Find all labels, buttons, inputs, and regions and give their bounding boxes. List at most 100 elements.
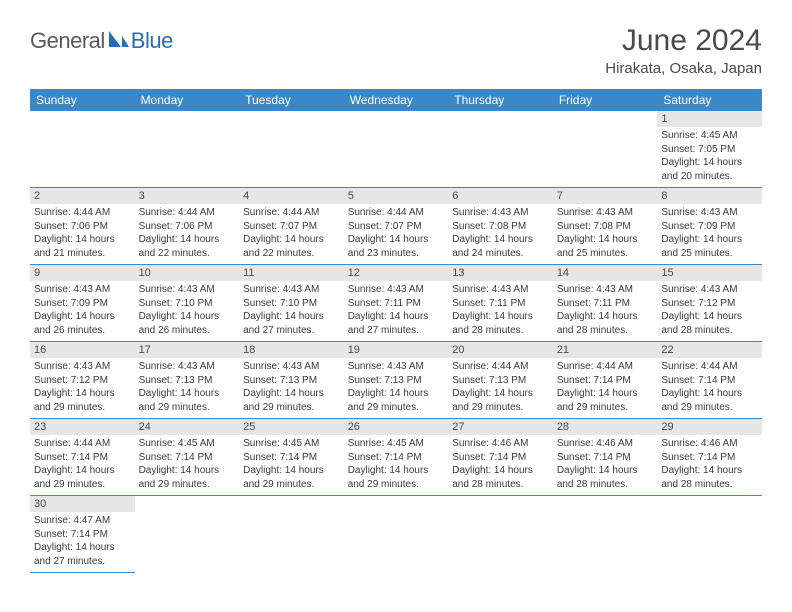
calendar-cell: 11Sunrise: 4:43 AMSunset: 7:10 PMDayligh… [239,265,344,342]
calendar-cell: 3Sunrise: 4:44 AMSunset: 7:06 PMDaylight… [135,188,240,265]
cell-details: Sunrise: 4:43 AMSunset: 7:12 PMDaylight:… [657,281,762,341]
cell-details: Sunrise: 4:43 AMSunset: 7:11 PMDaylight:… [553,281,658,341]
calendar-cell: 23Sunrise: 4:44 AMSunset: 7:14 PMDayligh… [30,419,135,496]
date-number: 19 [344,342,449,358]
brand-text-1: General [30,28,105,54]
calendar-table: SundayMondayTuesdayWednesdayThursdayFrid… [30,89,762,573]
cell-details: Sunrise: 4:44 AMSunset: 7:06 PMDaylight:… [30,204,135,264]
sail-icon [107,29,129,54]
calendar-cell: 15Sunrise: 4:43 AMSunset: 7:12 PMDayligh… [657,265,762,342]
date-number: 10 [135,265,240,281]
location-text: Hirakata, Osaka, Japan [605,60,762,77]
date-number: 8 [657,188,762,204]
weekday-header: Wednesday [344,89,449,111]
cell-details: Sunrise: 4:43 AMSunset: 7:08 PMDaylight:… [553,204,658,264]
cell-details: Sunrise: 4:44 AMSunset: 7:14 PMDaylight:… [657,358,762,418]
weekday-header: Thursday [448,89,553,111]
cell-details: Sunrise: 4:44 AMSunset: 7:14 PMDaylight:… [553,358,658,418]
calendar-row: 1Sunrise: 4:45 AMSunset: 7:05 PMDaylight… [30,111,762,188]
weekday-header: Friday [553,89,658,111]
calendar-row: 30Sunrise: 4:47 AMSunset: 7:14 PMDayligh… [30,496,762,573]
calendar-cell: 4Sunrise: 4:44 AMSunset: 7:07 PMDaylight… [239,188,344,265]
cell-details: Sunrise: 4:43 AMSunset: 7:10 PMDaylight:… [239,281,344,341]
date-number: 14 [553,265,658,281]
date-number: 1 [657,111,762,127]
calendar-cell: 26Sunrise: 4:45 AMSunset: 7:14 PMDayligh… [344,419,449,496]
calendar-cell: 21Sunrise: 4:44 AMSunset: 7:14 PMDayligh… [553,342,658,419]
cell-details: Sunrise: 4:44 AMSunset: 7:06 PMDaylight:… [135,204,240,264]
calendar-cell [553,496,658,573]
calendar-cell [135,496,240,573]
calendar-cell: 16Sunrise: 4:43 AMSunset: 7:12 PMDayligh… [30,342,135,419]
calendar-cell: 9Sunrise: 4:43 AMSunset: 7:09 PMDaylight… [30,265,135,342]
date-number: 22 [657,342,762,358]
weekday-header: Monday [135,89,240,111]
cell-details: Sunrise: 4:43 AMSunset: 7:10 PMDaylight:… [135,281,240,341]
cell-details: Sunrise: 4:44 AMSunset: 7:07 PMDaylight:… [239,204,344,264]
brand-text-2: Blue [131,28,173,54]
date-number: 2 [30,188,135,204]
month-title: June 2024 [605,24,762,58]
weekday-header: Sunday [30,89,135,111]
date-number: 29 [657,419,762,435]
date-number: 5 [344,188,449,204]
calendar-cell: 2Sunrise: 4:44 AMSunset: 7:06 PMDaylight… [30,188,135,265]
weekday-header: Saturday [657,89,762,111]
cell-details: Sunrise: 4:43 AMSunset: 7:13 PMDaylight:… [344,358,449,418]
date-number: 9 [30,265,135,281]
cell-details: Sunrise: 4:44 AMSunset: 7:14 PMDaylight:… [30,435,135,495]
cell-details: Sunrise: 4:43 AMSunset: 7:09 PMDaylight:… [30,281,135,341]
calendar-cell: 30Sunrise: 4:47 AMSunset: 7:14 PMDayligh… [30,496,135,573]
calendar-cell: 29Sunrise: 4:46 AMSunset: 7:14 PMDayligh… [657,419,762,496]
calendar-row: 16Sunrise: 4:43 AMSunset: 7:12 PMDayligh… [30,342,762,419]
date-number: 21 [553,342,658,358]
date-number: 28 [553,419,658,435]
date-number: 26 [344,419,449,435]
date-number: 20 [448,342,553,358]
cell-details: Sunrise: 4:45 AMSunset: 7:14 PMDaylight:… [135,435,240,495]
date-number: 24 [135,419,240,435]
calendar-cell [239,111,344,188]
cell-details: Sunrise: 4:43 AMSunset: 7:08 PMDaylight:… [448,204,553,264]
date-number: 18 [239,342,344,358]
date-number: 27 [448,419,553,435]
date-number: 13 [448,265,553,281]
calendar-cell: 27Sunrise: 4:46 AMSunset: 7:14 PMDayligh… [448,419,553,496]
calendar-cell: 14Sunrise: 4:43 AMSunset: 7:11 PMDayligh… [553,265,658,342]
date-number: 3 [135,188,240,204]
cell-details: Sunrise: 4:46 AMSunset: 7:14 PMDaylight:… [657,435,762,495]
cell-details: Sunrise: 4:43 AMSunset: 7:13 PMDaylight:… [239,358,344,418]
cell-details: Sunrise: 4:43 AMSunset: 7:11 PMDaylight:… [448,281,553,341]
calendar-cell [344,496,449,573]
brand-logo: General Blue [30,28,173,54]
date-number: 11 [239,265,344,281]
calendar-cell: 25Sunrise: 4:45 AMSunset: 7:14 PMDayligh… [239,419,344,496]
calendar-cell: 12Sunrise: 4:43 AMSunset: 7:11 PMDayligh… [344,265,449,342]
calendar-cell [657,496,762,573]
cell-details: Sunrise: 4:46 AMSunset: 7:14 PMDaylight:… [448,435,553,495]
calendar-cell [344,111,449,188]
calendar-cell: 5Sunrise: 4:44 AMSunset: 7:07 PMDaylight… [344,188,449,265]
calendar-row: 9Sunrise: 4:43 AMSunset: 7:09 PMDaylight… [30,265,762,342]
calendar-cell: 28Sunrise: 4:46 AMSunset: 7:14 PMDayligh… [553,419,658,496]
date-number: 4 [239,188,344,204]
cell-details: Sunrise: 4:43 AMSunset: 7:09 PMDaylight:… [657,204,762,264]
date-number: 7 [553,188,658,204]
calendar-cell: 19Sunrise: 4:43 AMSunset: 7:13 PMDayligh… [344,342,449,419]
calendar-cell [553,111,658,188]
date-number: 16 [30,342,135,358]
date-number: 6 [448,188,553,204]
calendar-cell: 20Sunrise: 4:44 AMSunset: 7:13 PMDayligh… [448,342,553,419]
calendar-cell: 7Sunrise: 4:43 AMSunset: 7:08 PMDaylight… [553,188,658,265]
calendar-cell: 24Sunrise: 4:45 AMSunset: 7:14 PMDayligh… [135,419,240,496]
calendar-cell: 13Sunrise: 4:43 AMSunset: 7:11 PMDayligh… [448,265,553,342]
calendar-cell [239,496,344,573]
date-number: 23 [30,419,135,435]
cell-details: Sunrise: 4:43 AMSunset: 7:11 PMDaylight:… [344,281,449,341]
calendar-row: 2Sunrise: 4:44 AMSunset: 7:06 PMDaylight… [30,188,762,265]
calendar-cell: 10Sunrise: 4:43 AMSunset: 7:10 PMDayligh… [135,265,240,342]
cell-details: Sunrise: 4:45 AMSunset: 7:05 PMDaylight:… [657,127,762,187]
calendar-cell [30,111,135,188]
cell-details: Sunrise: 4:43 AMSunset: 7:12 PMDaylight:… [30,358,135,418]
date-number: 17 [135,342,240,358]
